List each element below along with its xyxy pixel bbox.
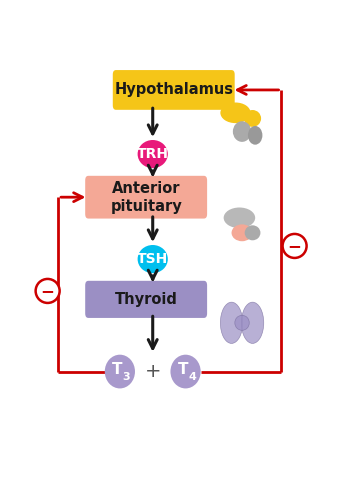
Text: 4: 4 — [188, 372, 196, 382]
FancyBboxPatch shape — [113, 70, 235, 110]
Text: TRH: TRH — [137, 147, 169, 161]
Ellipse shape — [220, 302, 243, 343]
Ellipse shape — [248, 126, 262, 145]
Ellipse shape — [138, 140, 168, 168]
Ellipse shape — [241, 302, 264, 343]
Text: Anterior
pituitary: Anterior pituitary — [110, 181, 182, 214]
Ellipse shape — [224, 207, 255, 228]
Ellipse shape — [105, 355, 135, 389]
Text: 3: 3 — [123, 372, 130, 382]
Ellipse shape — [235, 315, 249, 330]
Text: Thyroid: Thyroid — [115, 292, 178, 307]
Ellipse shape — [245, 225, 260, 240]
Ellipse shape — [232, 225, 253, 241]
Text: +: + — [144, 362, 161, 381]
Ellipse shape — [220, 102, 251, 123]
FancyBboxPatch shape — [85, 281, 207, 318]
Ellipse shape — [138, 245, 168, 273]
Text: Hypothalamus: Hypothalamus — [114, 82, 233, 97]
Ellipse shape — [244, 110, 261, 127]
Text: TSH: TSH — [137, 252, 168, 266]
Text: T: T — [178, 362, 188, 377]
Text: T: T — [112, 362, 122, 377]
Text: −: − — [41, 282, 55, 300]
Ellipse shape — [233, 121, 251, 142]
Ellipse shape — [171, 355, 201, 389]
FancyBboxPatch shape — [85, 176, 207, 219]
Text: −: − — [288, 237, 301, 255]
